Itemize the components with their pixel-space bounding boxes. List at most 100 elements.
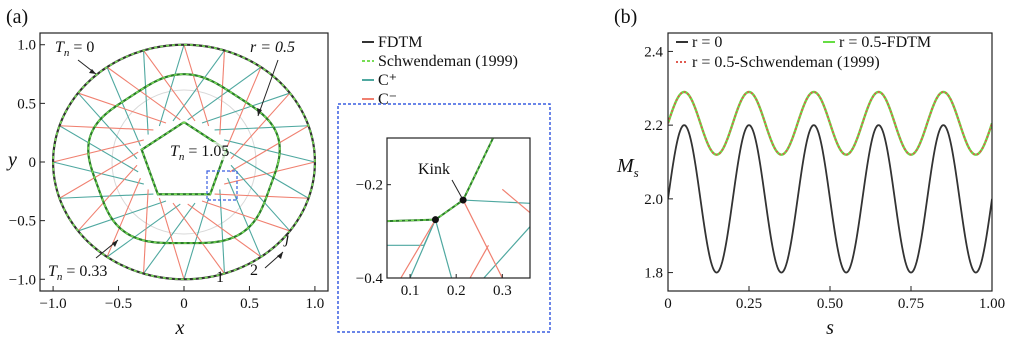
inset-c-plus-ray: [463, 199, 530, 204]
inset-frame-outer: [337, 103, 551, 333]
c-minus-ray: [77, 92, 167, 124]
legend-label: r = 0.5-FDTM: [839, 34, 931, 51]
panel-a-x-tick-label: 0.5: [240, 296, 259, 312]
panel-a-x-tick-label: 1.0: [306, 296, 325, 312]
c-plus-ray: [59, 193, 154, 199]
panel-a-y-tick-label: −0.5: [9, 214, 36, 230]
panel-a-x-label: x: [175, 317, 185, 339]
panel-b-y-label: Ms: [616, 155, 639, 180]
panel-a-y-label: y: [6, 149, 17, 171]
annotation-r: r = 0.5: [250, 39, 295, 117]
c-plus-ray: [158, 44, 185, 127]
c-minus-ray: [52, 139, 144, 163]
c-minus-ray: [219, 50, 225, 135]
panel-b: (b) Ms s 0 0.25 0.50 0.75 1.00 2.4 2.2 2.0 1.8 r…: [614, 6, 1005, 339]
annotation-j: j: [283, 230, 290, 247]
c-plus-ray: [106, 203, 181, 258]
c-minus-ray: [158, 197, 185, 280]
c-minus-ray: [77, 164, 138, 232]
c-plus-ray: [106, 66, 141, 147]
panel-b-x-tick-label: 1.00: [979, 296, 1005, 312]
legend-label: Schwendeman (1999): [378, 53, 518, 70]
c-plus-ray: [52, 161, 144, 185]
svg-text:Tn = 1.05: Tn = 1.05: [170, 143, 229, 163]
c-plus-ray: [219, 189, 225, 274]
annotation-tn0: Tn = 0: [55, 39, 97, 75]
c-minus-ray: [229, 125, 309, 173]
panel-a-frame: [39, 32, 329, 292]
c-plus-ray: [77, 92, 138, 160]
inset-c-plus-ray: [483, 226, 530, 278]
legend-label: FDTM: [378, 34, 422, 51]
inset-frame: [386, 137, 531, 279]
panel-b-x-label: s: [826, 317, 834, 339]
c-minus-ray: [187, 203, 262, 258]
inset-c-minus-ray: [400, 219, 436, 278]
c-minus-ray: [172, 202, 225, 274]
c-plus-ray: [59, 125, 139, 173]
legend-label: C⁺: [378, 72, 397, 89]
c-minus-ray: [59, 125, 154, 131]
c-plus-ray: [187, 66, 262, 121]
c-minus-ray: [183, 44, 210, 127]
svg-text:Tn = 0.33: Tn = 0.33: [48, 263, 107, 283]
legend-label: r = 0.5-Schwendeman (1999): [692, 54, 880, 71]
c-plus-ray: [77, 200, 167, 232]
legend-label: r = 0: [692, 34, 722, 51]
c-plus-ray: [224, 139, 316, 163]
inset-marker: [206, 170, 238, 201]
kink-point: [431, 216, 439, 224]
legend-label: C⁻: [378, 91, 397, 108]
inset-x-tick-label: 0.1: [401, 283, 420, 299]
inset-c-plus-ray: [409, 219, 436, 278]
panel-a-y-tick-label: −1.0: [9, 272, 36, 288]
c-minus-ray: [201, 200, 291, 232]
c-plus-ray: [214, 125, 309, 131]
inset-panel: 0.1 0.2 0.3 −0.2 −0.4 Kink: [337, 103, 551, 333]
c-plus-ray: [229, 151, 309, 199]
panel-a-y-tick-label: 0.5: [17, 96, 36, 112]
inset-front-schwendeman: [387, 138, 494, 222]
c-minus-ray: [143, 50, 196, 122]
c-minus-ray: [224, 161, 316, 185]
panel-a-x-tick-label: 0: [180, 296, 188, 312]
inset-x-tick-label: 0.3: [493, 283, 512, 299]
inset-c-plus-ray: [434, 219, 453, 278]
c-minus-ray: [214, 193, 309, 199]
annotation-tn105: Tn = 1.05: [168, 142, 229, 163]
panel-b-y-tick-label: 2.4: [644, 44, 663, 60]
panel-b-x-tick-label: 0.75: [898, 296, 924, 312]
reference-circle: [111, 89, 257, 235]
panel-b-label: (b): [614, 6, 637, 28]
panel-a-label: (a): [6, 6, 28, 28]
panel-a-y-tick-label: 0: [29, 155, 37, 171]
c-minus-ray: [230, 92, 291, 160]
inset-y-tick-label: −0.4: [356, 271, 384, 287]
panel-b-y-tick-label: 1.8: [644, 266, 663, 282]
svg-text:Tn = 0: Tn = 0: [55, 39, 94, 59]
inset-c-minus-ray: [501, 188, 530, 214]
inset-x-tick-label: 0.2: [447, 283, 466, 299]
panel-b-y-tick-label: 2.2: [644, 118, 663, 134]
annotation-kink: Kink: [418, 161, 463, 199]
panel-b-y-tick-label: 2.0: [644, 192, 663, 208]
panel-b-x-tick-label: 0.50: [817, 296, 843, 312]
c-minus-ray: [143, 189, 149, 274]
inset-c-minus-ray: [462, 199, 503, 278]
panel-b-legend: r = 0 r = 0.5-FDTM r = 0.5-Schwendeman (19…: [676, 34, 931, 71]
panel-a-legend: FDTM Schwendeman (1999) C⁺ C⁻: [362, 34, 518, 108]
panel-a-y-tick-label: 1.0: [17, 38, 36, 54]
inset-front-fdtm: [387, 138, 495, 223]
front-tn033-schwendeman: [87, 73, 281, 244]
svg-text:r = 0.5: r = 0.5: [250, 39, 295, 56]
kink-point: [459, 196, 467, 204]
panel-b-frame: [667, 32, 993, 292]
c-minus-ray: [227, 66, 262, 147]
inset-y-tick-label: −0.2: [356, 178, 383, 194]
front-tn0-schwendeman: [52, 43, 316, 281]
c-minus-ray: [59, 151, 139, 199]
svg-text:Kink: Kink: [418, 161, 450, 178]
panel-a-x-tick-label: −0.5: [105, 296, 132, 312]
annotation-tn033: Tn = 0.33: [48, 239, 119, 283]
annotation-2: 2: [250, 262, 258, 279]
